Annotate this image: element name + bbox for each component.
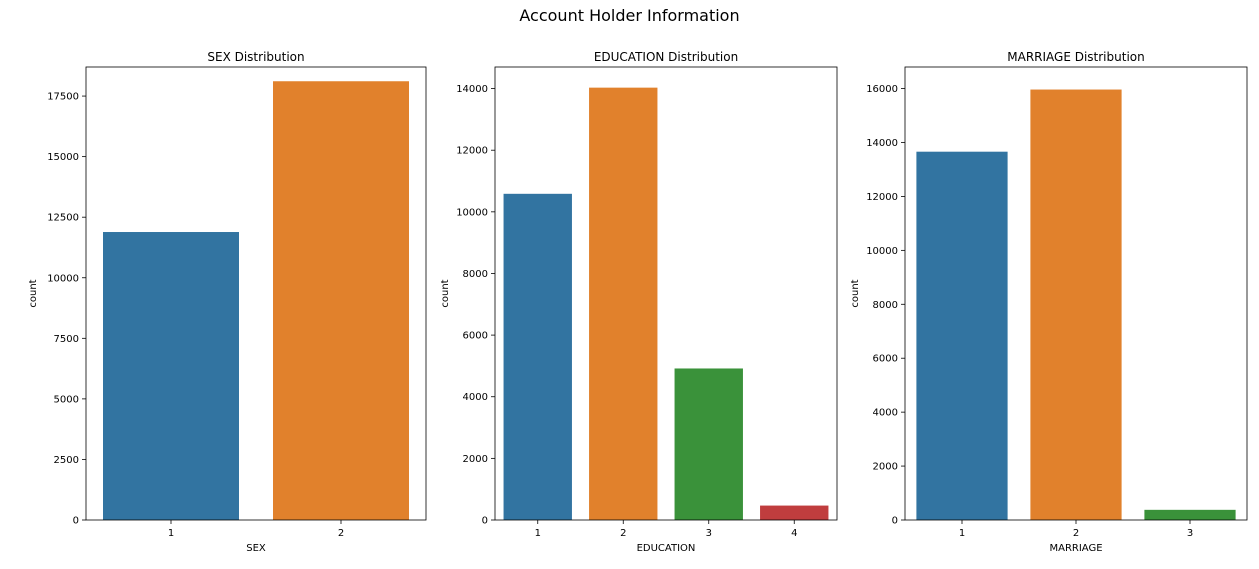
y-tick-label: 0 [482, 516, 488, 527]
y-tick-label: 10000 [456, 207, 488, 218]
bar-1 [103, 232, 239, 520]
plot-frame [85, 66, 427, 521]
bar-3 [674, 368, 743, 520]
y-tick-label: 4000 [463, 392, 488, 403]
y-tick-label: 12000 [866, 192, 898, 203]
x-tick-label: 4 [791, 528, 797, 539]
x-tick-label: 3 [706, 528, 712, 539]
x-tick-label: 2 [1073, 528, 1079, 539]
chart-title: EDUCATION Distribution [594, 50, 738, 64]
y-tick-label: 17500 [47, 92, 79, 103]
bar-2 [589, 87, 658, 520]
y-tick-label: 4000 [873, 408, 898, 419]
x-axis-label: MARRIAGE [1049, 543, 1102, 554]
y-tick-label: 8000 [463, 269, 488, 280]
x-axis-label: EDUCATION [637, 543, 696, 554]
y-tick-label: 8000 [873, 300, 898, 311]
y-axis-label: count [440, 279, 451, 307]
y-tick-label: 14000 [456, 84, 488, 95]
y-tick-label: 12500 [47, 213, 79, 224]
x-tick-label: 2 [620, 528, 626, 539]
x-tick-label: 1 [168, 528, 174, 539]
bar-3 [1144, 509, 1236, 520]
y-tick-label: 2000 [873, 462, 898, 473]
x-tick-label: 3 [1187, 528, 1193, 539]
y-tick-label: 0 [73, 516, 79, 527]
y-tick-label: 5000 [54, 394, 79, 405]
y-tick-label: 2000 [463, 454, 488, 465]
chart-panel-1: 0 2500 5000 7500 10000 12500 15000 17500 1 2 SEX D… [28, 50, 427, 554]
y-tick-label: 15000 [47, 152, 79, 163]
plot-frame [494, 66, 838, 521]
x-axis-label: SEX [246, 543, 266, 554]
y-tick-label: 6000 [463, 331, 488, 342]
x-tick-label: 2 [338, 528, 344, 539]
bar-1 [503, 193, 572, 520]
y-tick-label: 7500 [54, 334, 79, 345]
chart-panel-3: 0 2000 4000 6000 8000 10000 12000 14000 16000 1 2 3… [850, 50, 1248, 554]
x-tick-label: 1 [535, 528, 541, 539]
bar-2 [1030, 89, 1122, 520]
bar-2 [273, 81, 409, 520]
y-tick-label: 2500 [54, 455, 79, 466]
bar-4 [760, 505, 829, 520]
y-tick-label: 10000 [47, 273, 79, 284]
x-tick-label: 1 [959, 528, 965, 539]
y-tick-label: 10000 [866, 246, 898, 257]
chart-title: MARRIAGE Distribution [1007, 50, 1144, 64]
y-tick-label: 6000 [873, 354, 898, 365]
y-axis-label: count [850, 279, 861, 307]
y-tick-label: 16000 [866, 84, 898, 95]
y-axis-label: count [28, 279, 39, 307]
bar-1 [916, 151, 1008, 520]
chart-panel-2: 0 2000 4000 6000 8000 10000 12000 14000 1 2 3 4 EDUC… [440, 50, 838, 554]
y-tick-label: 12000 [456, 146, 488, 157]
y-tick-label: 0 [892, 516, 898, 527]
figure-title: Account Holder Information [519, 6, 740, 25]
y-tick-label: 14000 [866, 138, 898, 149]
chart-title: SEX Distribution [207, 50, 304, 64]
